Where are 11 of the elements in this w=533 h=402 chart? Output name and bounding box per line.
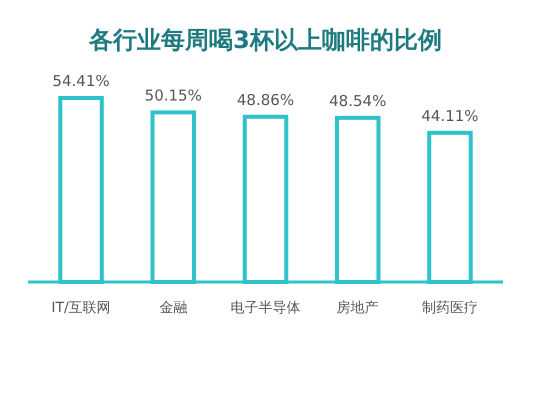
x-tick-label: IT/互联网 [51,300,111,316]
x-tick-label: 电子半导体 [230,300,300,316]
data-label: 50.15% [144,86,202,104]
data-label: 54.41% [52,72,110,90]
data-label: 44.11% [421,106,479,125]
x-tick-label: 房地产 [336,300,379,316]
x-tick-label: 金融 [159,300,188,316]
data-label: 48.86% [236,90,294,109]
chart-title: 各行业每周喝3杯以上咖啡的比例 [88,26,442,54]
data-label: 48.54% [329,92,386,110]
x-tick-label: 制药医疗 [422,300,478,316]
